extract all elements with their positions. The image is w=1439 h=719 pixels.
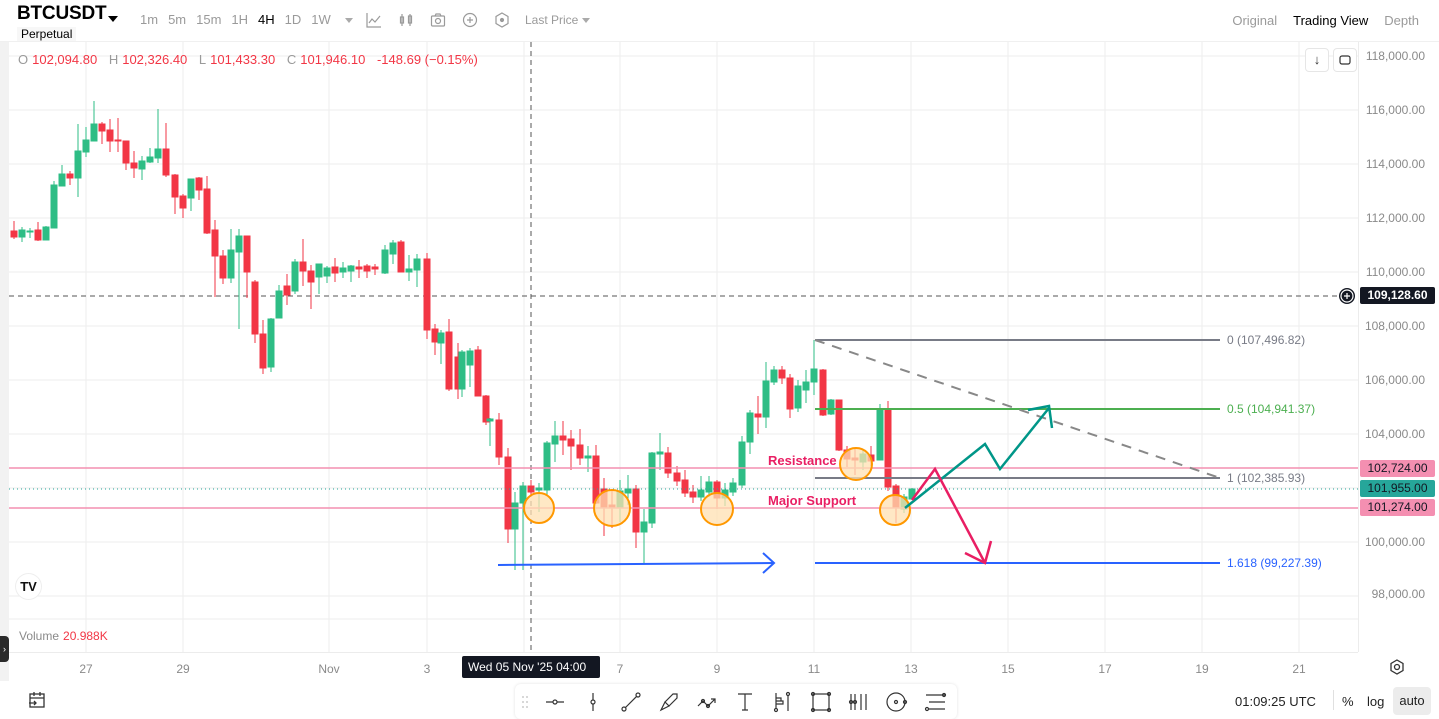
chart-tools: [365, 11, 511, 29]
volume-label: Volume: [19, 629, 60, 643]
fib-level-1-label: 1 (102,385.93): [1227, 471, 1305, 485]
high-value: 102,326.40: [122, 52, 188, 67]
contract-type-label: Perpetual: [17, 27, 77, 41]
fib-retracement-tool-icon[interactable]: [847, 690, 871, 714]
volume-value: 20.988K: [63, 629, 108, 643]
symbol-name[interactable]: BTCUSDT: [17, 3, 107, 24]
crosshair-price-label: 109,128.60: [1360, 287, 1435, 304]
interval-1d[interactable]: 1D: [284, 12, 302, 27]
text-tool-icon[interactable]: [733, 690, 757, 714]
camera-icon[interactable]: [429, 11, 447, 29]
view-depth[interactable]: Depth: [1384, 13, 1419, 28]
close-value: 101,946.10: [300, 52, 366, 67]
chart-control-buttons: ↓: [1305, 48, 1357, 72]
divider: [1333, 690, 1334, 710]
indicators-icon[interactable]: [365, 11, 383, 29]
parallel-channel-tool-icon[interactable]: [923, 690, 947, 714]
ohlc-legend: O 102,094.80 H 102,326.40 L 101,433.30 C 101…: [18, 52, 478, 67]
interval-5m[interactable]: 5m: [168, 12, 187, 27]
fullscreen-icon: [1339, 55, 1351, 65]
circle-tool-icon[interactable]: [885, 690, 909, 714]
interval-1h[interactable]: 1H: [231, 12, 249, 27]
view-trading-view[interactable]: Trading View: [1293, 13, 1369, 28]
crosshair-time-label: Wed 05 Nov '25 04:00: [462, 656, 600, 678]
go-to-date-icon[interactable]: [27, 690, 47, 710]
add-icon[interactable]: [461, 11, 479, 29]
position-tool-icon[interactable]: [771, 690, 795, 714]
open-value: 102,094.80: [32, 52, 98, 67]
low-value: 101,433.30: [210, 52, 276, 67]
percent-scale-button[interactable]: %: [1342, 694, 1354, 709]
vertical-line-tool-icon[interactable]: [581, 690, 605, 714]
time-axis[interactable]: 27 29 Nov 3 7 9 11 13 15 17 19 21: [9, 652, 1358, 682]
support-annotation: Major Support: [768, 493, 857, 508]
horizontal-line-tool-icon[interactable]: [543, 690, 567, 714]
current-price-label: 101,955.00: [1360, 480, 1435, 497]
settings-hex-icon[interactable]: [493, 11, 511, 29]
chevron-down-icon: [582, 18, 591, 24]
symbol-dropdown-icon[interactable]: [108, 16, 118, 22]
view-switcher: Original Trading View Depth: [1232, 13, 1419, 28]
rectangle-tool-icon[interactable]: [809, 690, 833, 714]
support-touch-circles: [523, 447, 911, 527]
fib-level-0.5-label: 0.5 (104,941.37): [1227, 402, 1315, 416]
interval-4h[interactable]: 4H: [258, 12, 275, 27]
price-source-label: Last Price: [525, 13, 579, 27]
interval-selector: 1m 5m 15m 1H 4H 1D 1W: [140, 12, 371, 27]
scroll-to-latest-button[interactable]: ↓: [1305, 48, 1329, 72]
bullish-path-arrow: [904, 404, 1054, 509]
price-source-dropdown[interactable]: Last Price: [525, 13, 591, 27]
add-alert-icon[interactable]: [1338, 287, 1356, 305]
support-price-label: 101,274.00: [1360, 499, 1435, 516]
utc-clock[interactable]: 01:09:25 UTC: [1235, 694, 1316, 709]
bottom-toolbar: 01:09:25 UTC % log auto: [0, 682, 1439, 719]
interval-1w[interactable]: 1W: [311, 12, 331, 27]
candle-type-icon[interactable]: [397, 11, 415, 29]
resistance-annotation: Resistance: [768, 453, 837, 468]
fib-level-1.618-label: 1.618 (99,227.39): [1227, 556, 1322, 570]
log-scale-button[interactable]: log: [1367, 694, 1385, 709]
interval-15m[interactable]: 15m: [196, 12, 222, 27]
top-toolbar: BTCUSDT Perpetual 1m 5m 15m 1H 4H 1D 1W …: [0, 0, 1439, 42]
auto-scale-button[interactable]: auto: [1393, 687, 1431, 715]
fullscreen-button[interactable]: [1333, 48, 1357, 72]
view-original[interactable]: Original: [1232, 13, 1278, 28]
expand-sidebar-button[interactable]: ›: [0, 636, 9, 662]
change-value: -148.69 (−0.15%): [376, 52, 478, 67]
interval-1m[interactable]: 1m: [140, 12, 159, 27]
path-tool-icon[interactable]: [695, 690, 719, 714]
fib-level-0-label: 0 (107,496.82): [1227, 333, 1305, 347]
drawing-toolbar: [515, 684, 957, 719]
price-chart[interactable]: 0 (107,496.82) 0.5 (104,941.37) 1 (102,3…: [9, 42, 1358, 652]
chart-settings-icon[interactable]: [1388, 658, 1406, 676]
tradingview-logo[interactable]: TV: [16, 574, 41, 599]
blue-horizontal-arrow: [497, 552, 776, 574]
volume-legend: Volume 20.988K: [19, 629, 108, 643]
resistance-price-label: 102,724.00: [1360, 460, 1435, 477]
grid: [9, 42, 1358, 652]
arrow-tool-icon[interactable]: [657, 690, 681, 714]
bearish-path-arrow: [910, 466, 993, 565]
candles: [10, 101, 916, 570]
drag-handle-icon[interactable]: [521, 692, 529, 712]
more-intervals-icon[interactable]: [344, 18, 353, 23]
left-sidebar-collapsed: [0, 42, 9, 681]
price-axis[interactable]: 118,000.00 116,000.00 114,000.00 112,000…: [1358, 42, 1439, 652]
trend-line-tool-icon[interactable]: [619, 690, 643, 714]
